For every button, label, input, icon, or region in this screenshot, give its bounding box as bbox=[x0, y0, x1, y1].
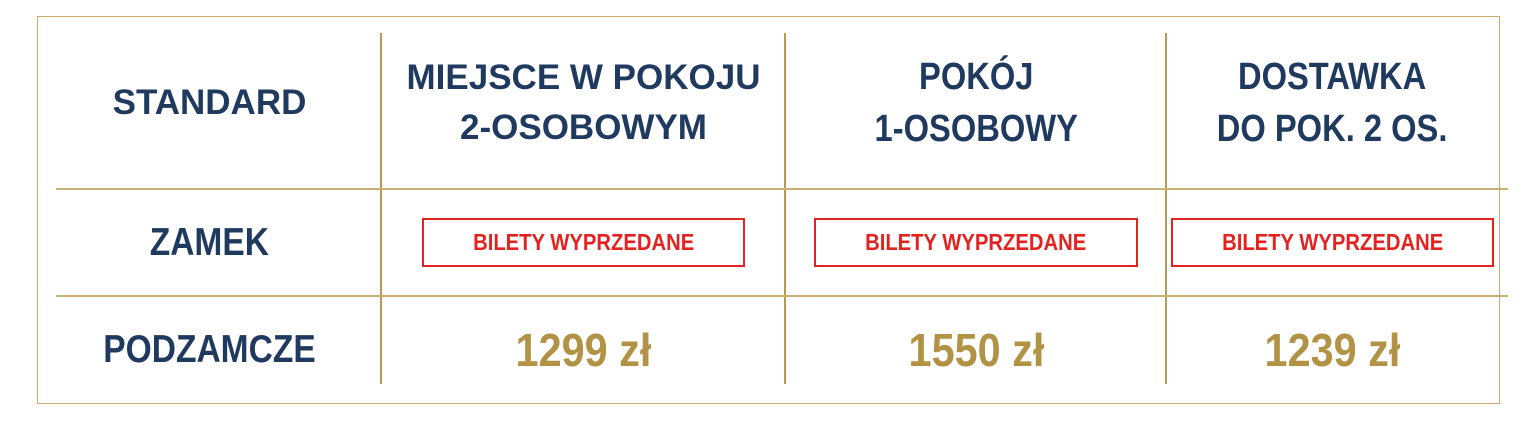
row-divider bbox=[56, 295, 1508, 297]
column-divider bbox=[380, 33, 382, 384]
row-label-podzamcze: PODZAMCZE bbox=[103, 327, 316, 371]
sold-out-badge: BILETY WYPRZEDANE bbox=[1170, 218, 1495, 267]
zamek-cell-pokoj: BILETY WYPRZEDANE bbox=[786, 189, 1166, 296]
table-row-podzamcze-label-cell: PODZAMCZE bbox=[38, 296, 381, 403]
podzamcze-cell-pokoj: 1550 zł bbox=[786, 296, 1166, 403]
sold-out-badge-text: BILETY WYPRZEDANE bbox=[865, 229, 1087, 255]
col-header-dostawka-do-pok-2-os: DOSTAWKA DO POK. 2 OS. bbox=[1166, 17, 1499, 189]
col-header-line2: DO POK. 2 OS. bbox=[1217, 108, 1448, 150]
price-value: 1239 zł bbox=[1264, 323, 1401, 376]
col-header-standard-line1: STANDARD bbox=[112, 83, 307, 122]
podzamcze-cell-dostawka: 1239 zł bbox=[1166, 296, 1499, 403]
pricing-table: STANDARD MIEJSCE W POKOJU 2-OSOBOWYM POK… bbox=[38, 17, 1499, 403]
price-value: 1550 zł bbox=[908, 323, 1044, 376]
col-header-line1: DOSTAWKA bbox=[1238, 56, 1427, 98]
row-divider bbox=[56, 188, 1508, 190]
col-header-pokoj-1-osobowy: POKÓJ 1-OSOBOWY bbox=[786, 17, 1166, 189]
sold-out-badge: BILETY WYPRZEDANE bbox=[421, 218, 746, 267]
podzamcze-cell-miejsce: 1299 zł bbox=[381, 296, 786, 403]
col-header-text: DOSTAWKA DO POK. 2 OS. bbox=[1217, 51, 1448, 155]
col-header-miejsce-w-pokoju-2-osobowym: MIEJSCE W POKOJU 2-OSOBOWYM bbox=[381, 17, 786, 189]
sold-out-badge-text: BILETY WYPRZEDANE bbox=[1221, 229, 1444, 255]
sold-out-badge-text: BILETY WYPRZEDANE bbox=[472, 229, 695, 255]
col-header-line1: POKÓJ bbox=[918, 56, 1034, 98]
column-divider bbox=[1165, 33, 1167, 384]
pricing-table-frame: STANDARD MIEJSCE W POKOJU 2-OSOBOWYM POK… bbox=[37, 16, 1508, 404]
zamek-cell-miejsce: BILETY WYPRZEDANE bbox=[381, 189, 786, 296]
column-divider bbox=[784, 33, 786, 384]
col-header-standard: STANDARD bbox=[38, 17, 381, 189]
zamek-cell-dostawka: BILETY WYPRZEDANE bbox=[1166, 189, 1499, 296]
table-row-zamek-label-cell: ZAMEK bbox=[38, 189, 381, 296]
price-value: 1299 zł bbox=[515, 323, 652, 376]
col-header-line2: 1-OSOBOWY bbox=[874, 108, 1078, 150]
row-label-zamek: ZAMEK bbox=[149, 220, 270, 264]
col-header-text: POKÓJ 1-OSOBOWY bbox=[874, 51, 1077, 155]
col-header-line1: MIEJSCE W POKOJU bbox=[406, 58, 761, 97]
col-header-line2: 2-OSOBOWYM bbox=[460, 108, 707, 147]
sold-out-badge: BILETY WYPRZEDANE bbox=[814, 218, 1138, 267]
